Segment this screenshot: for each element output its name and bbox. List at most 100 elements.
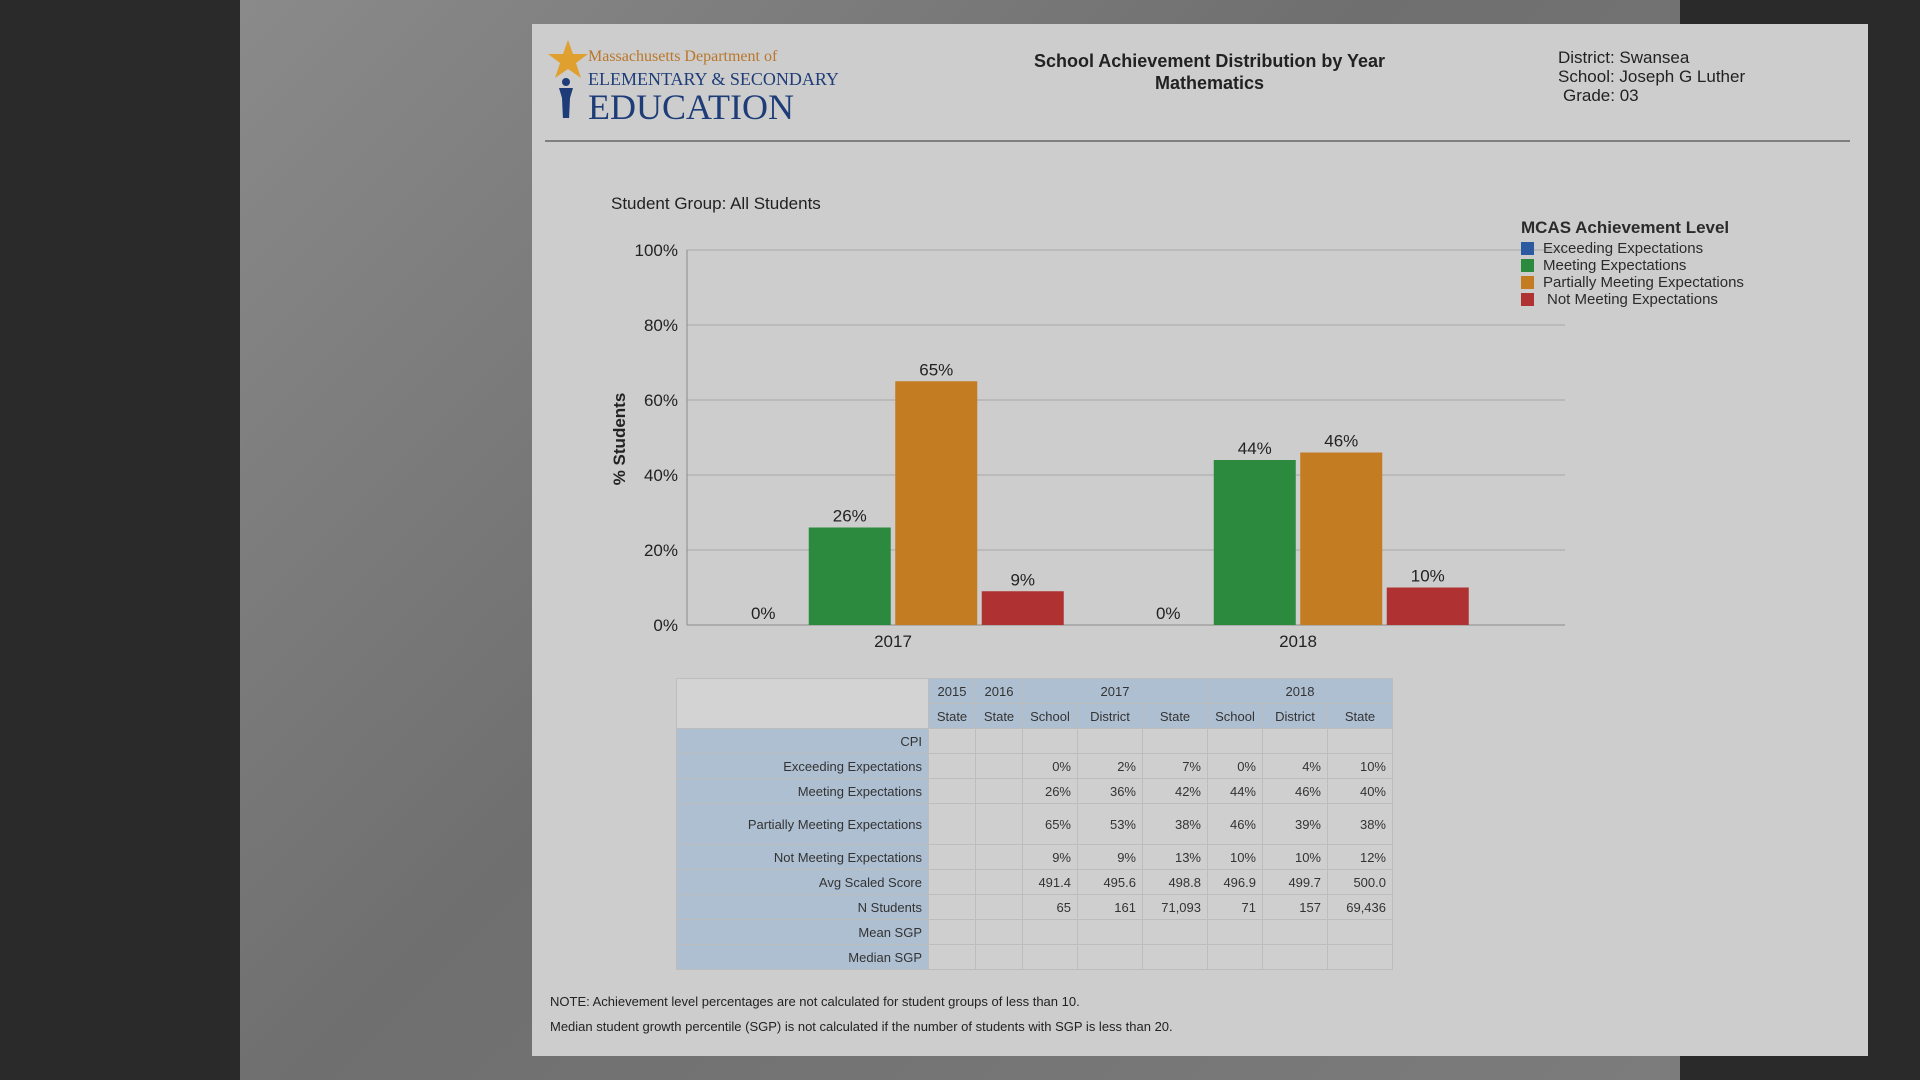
- subheader-cell: State: [1142, 703, 1208, 729]
- row-header: Partially Meeting Expectations: [676, 803, 929, 845]
- table-cell: 2%: [1077, 753, 1143, 779]
- legend-item-not-meeting: Not Meeting Expectations: [1521, 291, 1744, 308]
- legend-item-meeting: Meeting Expectations: [1521, 257, 1744, 274]
- table-cell: [1022, 919, 1078, 945]
- table-cell: [1207, 919, 1263, 945]
- logo-line-1: Massachusetts Department of: [588, 48, 778, 65]
- report-title: School Achievement Distribution by Year …: [932, 50, 1487, 94]
- bar-2018-series-3: [1386, 587, 1469, 625]
- bar-value-label: 10%: [1411, 567, 1445, 586]
- table-cell: 38%: [1142, 803, 1208, 845]
- table-cell: [975, 869, 1023, 895]
- table-cell: 26%: [1022, 778, 1078, 804]
- table-row: Partially Meeting Expectations 65% 53% 38% 4…: [676, 803, 1393, 845]
- subheader-cell: District: [1262, 703, 1328, 729]
- legend-item-partially: Partially Meeting Expectations: [1521, 274, 1744, 291]
- table-cell: [928, 728, 976, 754]
- table-row: CPI: [676, 728, 1393, 754]
- table-row: Exceeding Expectations 0% 2% 7% 0% 4% 10%: [676, 753, 1393, 779]
- header-year-2018: 2018: [1207, 678, 1393, 704]
- table-cell: 9%: [1077, 844, 1143, 870]
- table-cell: 10%: [1327, 753, 1393, 779]
- header-year-2017: 2017: [1022, 678, 1208, 704]
- table-cell: 36%: [1077, 778, 1143, 804]
- table-cell: 10%: [1207, 844, 1263, 870]
- table-cell: [975, 944, 1023, 970]
- table-cell: [1077, 728, 1143, 754]
- table-cell: 65%: [1022, 803, 1078, 845]
- y-tick-label: 80%: [644, 316, 678, 335]
- legend-swatch-exceeding: [1521, 242, 1534, 255]
- bar-value-label: 0%: [751, 604, 776, 623]
- achievement-bar-chart: Student Group: All Students % Students 0…: [610, 194, 1565, 651]
- footnotes: NOTE: Achievement level percentages are …: [550, 989, 1173, 1039]
- bar-2017-series-1: [808, 527, 891, 625]
- table-cell: [1262, 728, 1328, 754]
- bar-2017-series-3: [981, 591, 1064, 625]
- table-cell: [1077, 944, 1143, 970]
- y-tick-label: 60%: [644, 391, 678, 410]
- table-cell: 38%: [1327, 803, 1393, 845]
- table-cell: 53%: [1077, 803, 1143, 845]
- achievement-data-table: 2015 2016 2017 2018 State State School Dist…: [676, 678, 1393, 970]
- note-line-1: NOTE: Achievement level percentages are …: [550, 994, 1080, 1009]
- legend-title: MCAS Achievement Level: [1521, 218, 1730, 237]
- table-cell: 12%: [1327, 844, 1393, 870]
- table-cell: 71: [1207, 894, 1263, 920]
- y-tick-label: 100%: [635, 241, 678, 260]
- table-cell: [928, 919, 976, 945]
- table-cell: [1142, 944, 1208, 970]
- report-title-line-1: School Achievement Distribution by Year: [1033, 51, 1386, 71]
- row-header: Mean SGP: [676, 919, 929, 945]
- table-row: Avg Scaled Score 491.4 495.6 498.8 496.9 499.…: [676, 869, 1393, 895]
- bar-value-label: 46%: [1324, 432, 1358, 451]
- legend-label-exceeding: Exceeding Expectations: [1543, 240, 1704, 257]
- table-cell: 157: [1262, 894, 1328, 920]
- mass-dese-logo: Massachusetts Department of ELEMENTARY &…: [546, 36, 846, 127]
- table-cell: [928, 778, 976, 804]
- table-cell: [975, 844, 1023, 870]
- row-header: Median SGP: [676, 944, 929, 970]
- table-cell: [928, 803, 976, 845]
- table-corner: [676, 678, 929, 729]
- legend-label-meeting: Meeting Expectations: [1543, 257, 1687, 274]
- table-cell: [1022, 944, 1078, 970]
- screen-frame: Massachusetts Department of ELEMENTARY &…: [240, 0, 1868, 1080]
- table-cell: [1262, 919, 1328, 945]
- table-cell: 46%: [1262, 778, 1328, 804]
- table-cell: [928, 944, 976, 970]
- table-cell: [1262, 944, 1328, 970]
- table-cell: 10%: [1262, 844, 1328, 870]
- header-year-2016: 2016: [975, 678, 1023, 704]
- table-cell: [928, 844, 976, 870]
- table-cell: 495.6: [1077, 869, 1143, 895]
- bar-value-label: 65%: [919, 360, 953, 379]
- report-meta: District: Swansea School: Joseph G Luthe…: [1558, 48, 1745, 105]
- table-cell: [928, 869, 976, 895]
- table-cell: [975, 728, 1023, 754]
- bar-value-label: 9%: [1010, 570, 1035, 589]
- report-subject: Mathematics: [1154, 73, 1265, 93]
- school-label: School: Joseph G Luther: [1558, 67, 1746, 86]
- table-cell: 491.4: [1022, 869, 1078, 895]
- grade-label: Grade: 03: [1563, 86, 1639, 105]
- table-cell: 496.9: [1207, 869, 1263, 895]
- table-cell: 7%: [1142, 753, 1208, 779]
- legend-label-partially: Partially Meeting Expectations: [1543, 274, 1744, 291]
- table-cell: 0%: [1207, 753, 1263, 779]
- row-header: Not Meeting Expectations: [676, 844, 929, 870]
- table-cell: [928, 894, 976, 920]
- logo-line-2: ELEMENTARY & SECONDARY: [588, 69, 839, 89]
- table-cell: [1077, 919, 1143, 945]
- table-cell: 499.7: [1262, 869, 1328, 895]
- table-row: Median SGP: [676, 944, 1393, 970]
- table-row: Not Meeting Expectations 9% 9% 13% 10% 10% 12%: [676, 844, 1393, 870]
- legend-swatch-partially: [1521, 276, 1534, 289]
- subheader-cell: State: [975, 703, 1023, 729]
- table-cell: 42%: [1142, 778, 1208, 804]
- table-cell: [1327, 944, 1393, 970]
- header-divider: [545, 140, 1850, 142]
- y-axis-label: % Students: [610, 393, 629, 486]
- table-row: Meeting Expectations 26% 36% 42% 44% 46% 40%: [676, 778, 1393, 804]
- table-cell: [928, 753, 976, 779]
